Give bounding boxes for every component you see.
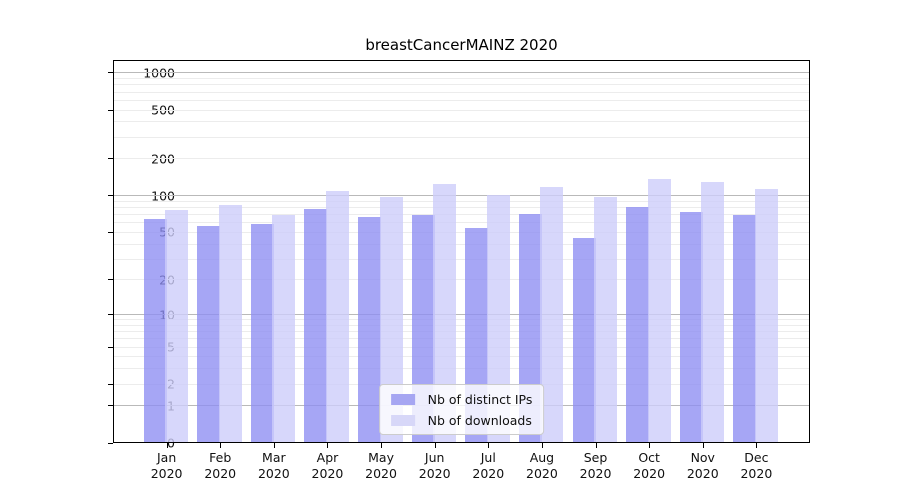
major-gridline (113, 72, 810, 74)
minor-gridline (113, 243, 810, 245)
bar-distinct-ips (572, 237, 596, 443)
x-tick-mark (381, 443, 383, 448)
minor-gridline (113, 324, 810, 326)
bar-distinct-ips (679, 211, 703, 443)
x-tick-mark (702, 443, 704, 448)
minor-gridline (113, 121, 810, 123)
y-tick-mark (108, 314, 113, 316)
major-gridline (113, 314, 810, 316)
minor-gridline (113, 214, 810, 216)
x-tick-label: Jan 2020 (150, 450, 183, 481)
minor-gridline (113, 136, 810, 138)
bar-downloads (272, 214, 296, 443)
legend: Nb of distinct IPs Nb of downloads (378, 384, 545, 435)
y-tick-mark (108, 442, 113, 444)
bar-distinct-ips (197, 226, 221, 443)
minor-gridline (113, 200, 810, 202)
bar-distinct-ips (304, 208, 328, 443)
legend-item-downloads: Nb of downloads (390, 411, 533, 429)
minor-gridline (113, 279, 810, 281)
bar-downloads (701, 181, 725, 443)
minor-gridline (113, 99, 810, 101)
x-tick-label: Jul 2020 (472, 450, 505, 481)
x-tick-label: Nov 2020 (686, 450, 719, 481)
bar-distinct-ips (143, 218, 167, 443)
y-tick-mark (108, 346, 113, 348)
x-tick-mark (327, 443, 329, 448)
minor-gridline (113, 231, 810, 233)
legend-item-distinct-ips: Nb of distinct IPs (390, 390, 533, 408)
y-tick-mark (108, 405, 113, 407)
x-tick-mark (273, 443, 275, 448)
x-tick-mark (166, 443, 168, 448)
x-tick-mark (649, 443, 651, 448)
minor-gridline (113, 338, 810, 340)
minor-gridline (113, 158, 810, 160)
x-tick-label: Sep 2020 (579, 450, 612, 481)
minor-gridline (113, 356, 810, 358)
y-tick-mark (108, 195, 113, 197)
bar-downloads (754, 188, 778, 443)
y-tick-mark (108, 279, 113, 281)
minor-gridline (113, 207, 810, 209)
x-tick-mark (595, 443, 597, 448)
x-tick-label: May 2020 (365, 450, 397, 481)
bar-downloads (647, 179, 671, 443)
bar-distinct-ips (733, 215, 757, 443)
x-tick-label: Aug 2020 (526, 450, 558, 481)
x-tick-label: Oct 2020 (633, 450, 666, 481)
minor-gridline (113, 91, 810, 93)
legend-label: Nb of downloads (427, 412, 532, 428)
minor-gridline (113, 109, 810, 111)
bar-downloads (540, 187, 564, 443)
minor-gridline (113, 368, 810, 370)
bar-distinct-ips (358, 217, 382, 443)
bar-downloads (218, 205, 242, 443)
y-tick-mark (108, 158, 113, 160)
bar-downloads (486, 195, 510, 443)
bar-downloads (379, 197, 403, 443)
x-tick-mark (541, 443, 543, 448)
x-tick-mark (220, 443, 222, 448)
minor-gridline (113, 346, 810, 348)
x-tick-mark (756, 443, 758, 448)
minor-gridline (113, 222, 810, 224)
x-tick-label: Apr 2020 (311, 450, 344, 481)
y-tick-mark (108, 231, 113, 233)
x-tick-label: Jun 2020 (418, 450, 451, 481)
legend-swatch-distinct-ips (390, 393, 415, 405)
y-tick-mark (108, 383, 113, 385)
bar-downloads (594, 197, 618, 443)
legend-label: Nb of distinct IPs (427, 391, 533, 407)
x-tick-label: Dec 2020 (740, 450, 773, 481)
bar-downloads (433, 183, 457, 443)
bar-distinct-ips (626, 206, 650, 443)
y-tick-mark (108, 72, 113, 74)
minor-gridline (113, 258, 810, 260)
x-tick-mark (434, 443, 436, 448)
minor-gridline (113, 84, 810, 86)
bar-downloads (165, 210, 189, 443)
x-tick-mark (488, 443, 490, 448)
bar-downloads (325, 190, 349, 443)
minor-gridline (113, 319, 810, 321)
major-gridline (113, 195, 810, 197)
chart-title: breastCancerMAINZ 2020 (365, 36, 558, 54)
bar-distinct-ips (250, 223, 274, 443)
x-tick-label: Feb 2020 (204, 450, 237, 481)
minor-gridline (113, 331, 810, 333)
plot-area: Nb of distinct IPs Nb of downloads (113, 60, 810, 443)
legend-swatch-downloads (390, 414, 415, 426)
x-tick-label: Mar 2020 (257, 450, 290, 481)
y-tick-label: 0 (167, 435, 175, 451)
minor-gridline (113, 78, 810, 80)
y-tick-mark (108, 109, 113, 111)
